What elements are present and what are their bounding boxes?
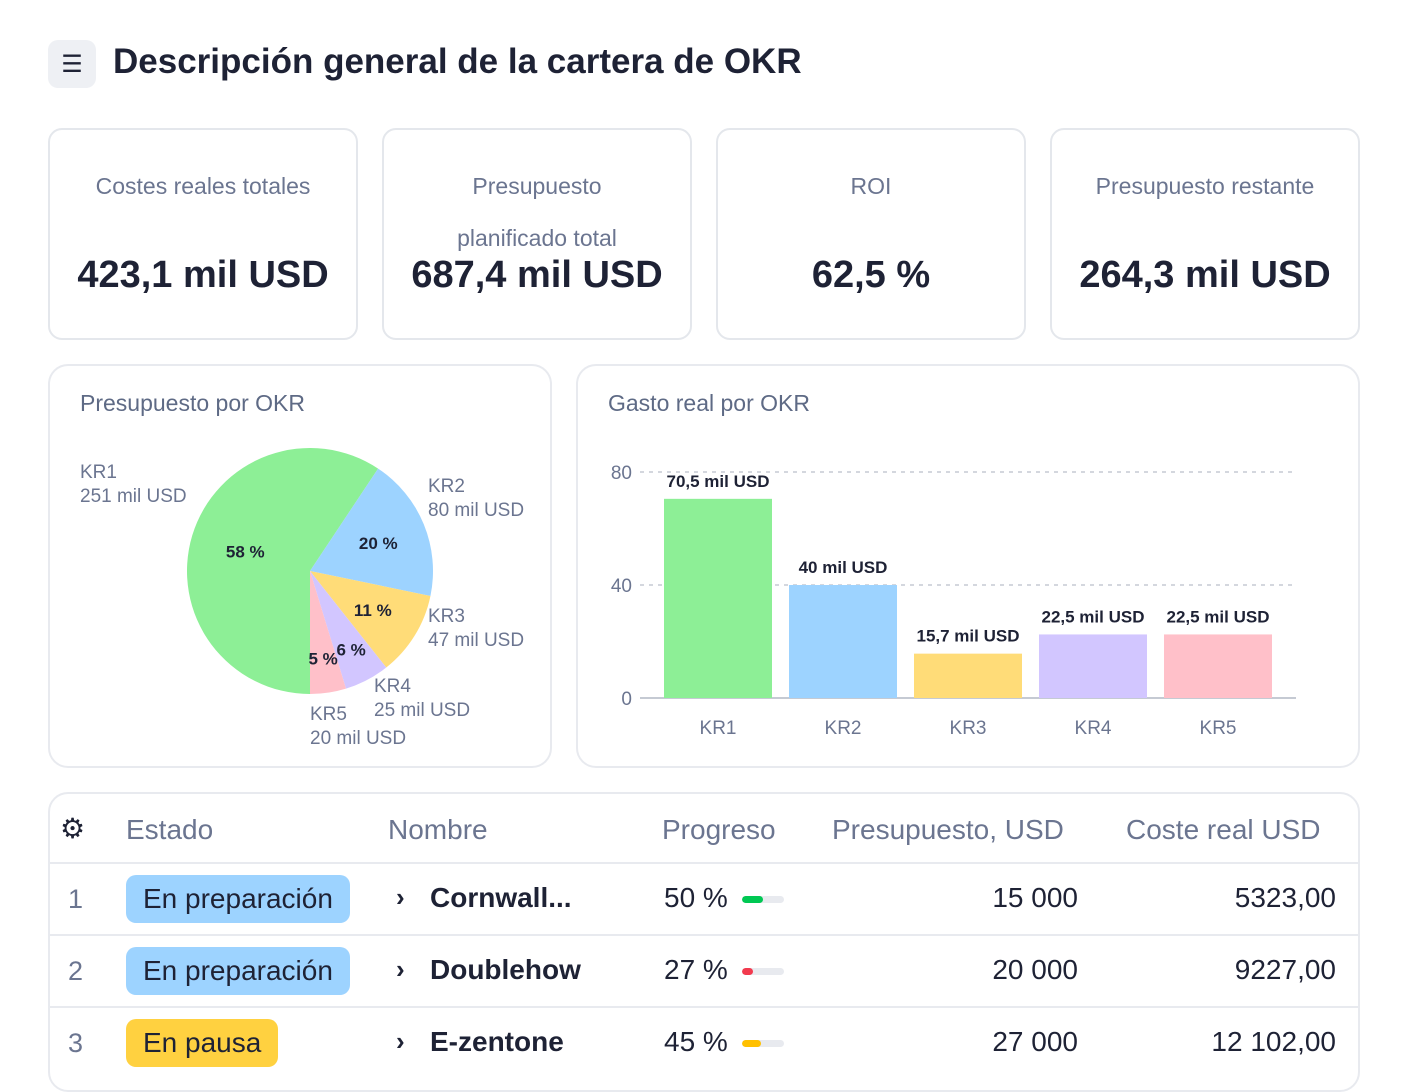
- status-badge[interactable]: En preparación: [126, 947, 350, 995]
- progress-text: 27 %: [664, 954, 728, 985]
- progress-bar-fill: [742, 1040, 761, 1047]
- spend-bar-chart: 0 40 80 70,5 mil USD KR1 40 mil USD KR2 15,7 mi…: [611, 463, 1296, 739]
- status-badge[interactable]: En preparación: [126, 875, 350, 923]
- x-tick-label: KR2: [825, 718, 862, 739]
- table-row[interactable]: 3 En pausa › E-zentone 45 % 27 000 12 10…: [50, 1006, 1358, 1078]
- kpi-card-total-actual-costs: Costes reales totales 423,1 mil USD: [48, 128, 358, 340]
- pie-percent-label: 6 %: [336, 640, 365, 659]
- pie-percent-label: 20 %: [359, 534, 398, 553]
- chevron-right-icon[interactable]: ›: [396, 882, 405, 912]
- column-header-progreso[interactable]: Progreso: [662, 814, 776, 845]
- bar-kr2: [789, 585, 897, 698]
- pie-slice-kr3: [310, 571, 431, 668]
- progress-bar: [742, 1040, 784, 1047]
- bar-data-label: 15,7 mil USD: [917, 627, 1020, 646]
- pie-slice-name: KR4: [374, 676, 411, 697]
- x-tick-label: KR1: [700, 718, 737, 739]
- progress-bar: [742, 896, 784, 903]
- bar-data-label: 22,5 mil USD: [1042, 607, 1145, 626]
- okr-table: ⚙ Estado Nombre Progreso Presupuesto, US…: [48, 792, 1360, 1092]
- y-tick-label: 80: [611, 463, 632, 484]
- pie-slice-value: 80 mil USD: [428, 500, 524, 521]
- kpi-label: Presupuesto restante: [1095, 173, 1315, 199]
- kpi-label: Presupuesto planificado total: [457, 173, 617, 251]
- bar-kr1: [664, 498, 772, 698]
- chart-title: Gasto real por OKR: [608, 390, 810, 416]
- progress-bar-fill: [742, 896, 763, 903]
- okr-name[interactable]: E-zentone: [430, 1026, 564, 1057]
- pie-slice-kr1: [186, 447, 379, 694]
- pie-slice-kr4: [310, 571, 387, 689]
- chevron-right-icon[interactable]: ›: [396, 1026, 405, 1056]
- pie-slice-value: 20 mil USD: [310, 728, 406, 749]
- pie-slice-value: 251 mil USD: [80, 486, 187, 507]
- chart-title: Presupuesto por OKR: [80, 390, 306, 416]
- hamburger-icon: ☰: [61, 50, 83, 78]
- y-tick-label: 0: [621, 689, 632, 710]
- x-tick-label: KR3: [950, 718, 987, 739]
- actual-cost-value: 9227,00: [1234, 954, 1336, 985]
- pie-slice-kr5: [310, 571, 347, 694]
- column-header-coste-real[interactable]: Coste real USD: [1126, 814, 1321, 845]
- actual-cost-value: 5323,00: [1234, 882, 1336, 913]
- kpi-value: 423,1 mil USD: [77, 254, 329, 296]
- page-title: Descripción general de la cartera de OKR: [113, 42, 802, 81]
- table-row[interactable]: 2 En preparación › Doublehow 27 % 20 000…: [50, 934, 1358, 1006]
- pie-percent-label: 58 %: [226, 542, 265, 561]
- kpi-card-roi: ROI 62,5 %: [716, 128, 1026, 340]
- progress-text: 50 %: [664, 882, 728, 913]
- bar-data-label: 22,5 mil USD: [1167, 607, 1270, 626]
- budget-value: 20 000: [992, 954, 1078, 985]
- bar-data-label: 40 mil USD: [799, 558, 888, 577]
- progress-bar: [742, 968, 784, 975]
- okr-name[interactable]: Cornwall...: [430, 882, 572, 913]
- pie-percent-label: 5 %: [308, 650, 337, 669]
- budget-value: 15 000: [992, 882, 1078, 913]
- row-number: 3: [68, 1028, 84, 1058]
- pie-slice-kr2: [310, 468, 433, 596]
- kpi-value: 264,3 mil USD: [1079, 254, 1331, 296]
- bar-kr3: [914, 653, 1022, 698]
- pie-slice-value: 47 mil USD: [428, 630, 524, 651]
- okr-name[interactable]: Doublehow: [430, 954, 581, 985]
- menu-button[interactable]: ☰: [48, 40, 96, 88]
- bar-data-label: 70,5 mil USD: [667, 472, 770, 491]
- column-header-estado[interactable]: Estado: [126, 814, 214, 845]
- pie-slice-name: KR5: [310, 704, 347, 725]
- x-tick-label: KR4: [1075, 718, 1112, 739]
- row-number: 1: [68, 884, 84, 914]
- row-number: 2: [68, 956, 84, 986]
- budget-pie-chart: 58 % KR1 251 mil USD 20 % KR2 80 mil USD 11 % K…: [80, 447, 524, 749]
- pie-chart-card: Presupuesto por OKR 58 % KR1 251 mil USD 20…: [48, 364, 552, 768]
- pie-slice-name: KR2: [428, 476, 465, 497]
- bar-chart-card: Gasto real por OKR 0 40 80 70,5 mil USD KR1 4…: [576, 364, 1360, 768]
- pie-percent-label: 11 %: [354, 601, 392, 620]
- bar-kr4: [1039, 634, 1147, 698]
- progress-bar-fill: [742, 968, 754, 975]
- kpi-card-remaining-budget: Presupuesto restante 264,3 mil USD: [1050, 128, 1360, 340]
- chevron-right-icon[interactable]: ›: [396, 954, 405, 984]
- y-tick-label: 40: [611, 576, 632, 597]
- pie-slice-name: KR3: [428, 606, 465, 627]
- column-header-presupuesto[interactable]: Presupuesto, USD: [832, 814, 1064, 845]
- kpi-value: 62,5 %: [811, 254, 931, 296]
- kpi-value: 687,4 mil USD: [411, 254, 663, 296]
- actual-cost-value: 12 102,00: [1211, 1026, 1336, 1057]
- table-row[interactable]: 1 En preparación › Cornwall... 50 % 15 0…: [50, 862, 1358, 934]
- x-tick-label: KR5: [1200, 718, 1237, 739]
- kpi-label: ROI: [850, 173, 892, 199]
- kpi-label: Costes reales totales: [95, 173, 311, 199]
- status-badge[interactable]: En pausa: [126, 1019, 279, 1067]
- kpi-card-total-planned-budget: Presupuesto planificado total 687,4 mil U…: [382, 128, 692, 340]
- column-header-nombre[interactable]: Nombre: [388, 814, 488, 845]
- pie-slice-value: 25 mil USD: [374, 700, 470, 721]
- bar-kr5: [1164, 634, 1272, 698]
- progress-text: 45 %: [664, 1026, 728, 1057]
- pie-slice-name: KR1: [80, 462, 117, 483]
- gear-icon[interactable]: ⚙: [60, 813, 86, 844]
- budget-value: 27 000: [992, 1026, 1078, 1057]
